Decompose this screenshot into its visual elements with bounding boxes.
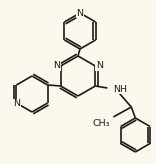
- Text: N: N: [53, 62, 60, 71]
- Text: CH₃: CH₃: [93, 119, 110, 128]
- Text: N: N: [76, 9, 83, 18]
- Text: N: N: [96, 62, 103, 71]
- Text: NH: NH: [113, 84, 127, 93]
- Text: N: N: [13, 100, 20, 109]
